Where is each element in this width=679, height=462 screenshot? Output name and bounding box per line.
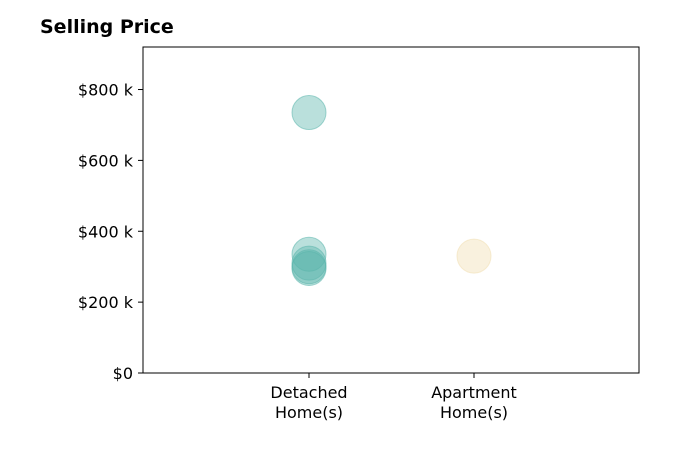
plot-frame <box>142 46 640 374</box>
data-point <box>456 238 492 274</box>
x-tick-label: Apartment Home(s) <box>431 383 517 422</box>
x-tick-label: Detached Home(s) <box>270 383 347 422</box>
data-point <box>291 95 327 131</box>
y-tick-label: $0 <box>113 364 133 383</box>
chart-title: Selling Price <box>40 16 174 38</box>
y-tick-label: $800 k <box>78 81 134 100</box>
y-tick-label: $600 k <box>78 151 134 170</box>
y-tick-label: $200 k <box>78 293 134 312</box>
y-tick-label: $400 k <box>78 222 134 241</box>
data-point <box>291 250 327 286</box>
data-point <box>291 236 327 272</box>
